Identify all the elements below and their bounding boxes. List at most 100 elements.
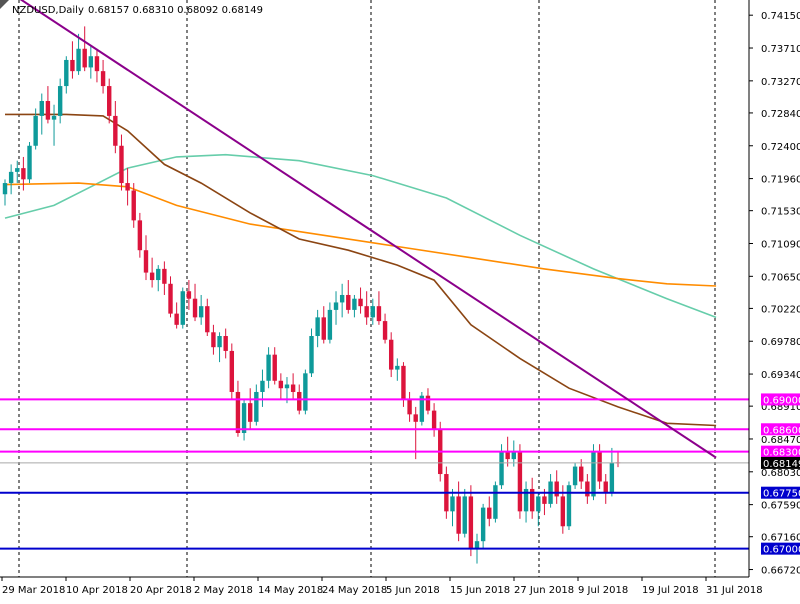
candle-bear: [603, 481, 608, 493]
candle-bear: [505, 451, 510, 460]
trendline-group[interactable]: [5, 0, 717, 459]
candle-bull: [241, 403, 247, 434]
candle-bear: [487, 507, 492, 519]
candle-bull: [480, 507, 486, 542]
horizontal-levels[interactable]: [0, 398, 749, 550]
price-tick-label: 0.70650: [761, 272, 800, 283]
candle-bear: [131, 190, 136, 221]
candle-bear: [143, 250, 149, 273]
candle-bull: [260, 380, 265, 392]
candle-bear: [431, 410, 437, 430]
candle-bear: [186, 291, 192, 299]
trendline[interactable]: [5, 0, 717, 459]
candle-bull: [284, 384, 290, 389]
date-tick-label: 20 Apr 2018: [130, 585, 192, 596]
candle-bear: [425, 395, 431, 411]
candle-bull: [156, 268, 161, 281]
vertical-gridlines: [18, 0, 716, 577]
level-label-box: [761, 486, 800, 499]
candle-bear: [297, 391, 302, 411]
candle-bear: [597, 451, 602, 482]
candle-bull: [591, 451, 596, 497]
date-tick-label: 24 May 2018: [322, 585, 387, 596]
chart-shift-icon[interactable]: [0, 0, 9, 9]
candle-bear: [468, 496, 474, 549]
price-tick-label: 0.73710: [761, 44, 800, 55]
time-axis[interactable]: 29 Mar 2018 10 Apr 2018 20 Apr 2018 2 May 2…: [1, 577, 763, 596]
candle-bear: [211, 332, 216, 348]
date-tick-label: 15 Jun 2018: [450, 585, 510, 596]
candle-bear: [517, 451, 523, 512]
price-tick-label: 0.71530: [761, 207, 800, 218]
candle-bear: [223, 336, 228, 351]
candle-bear: [413, 414, 418, 422]
candle-bull: [511, 451, 516, 460]
candle-bull: [352, 298, 357, 310]
price-tick-label: 0.70220: [761, 304, 800, 315]
ma-fast-line: [5, 113, 717, 427]
candle-bull: [76, 48, 81, 72]
candle-bull: [15, 168, 20, 172]
candle-bull: [395, 365, 400, 370]
candle-bear: [290, 384, 296, 392]
candle-bull: [333, 302, 339, 310]
level-label-box: [761, 423, 800, 436]
candle-bear: [382, 321, 388, 340]
price-tick-label: 0.72840: [761, 109, 800, 120]
level-label-box: [761, 393, 800, 406]
date-tick-label: 14 May 2018: [258, 585, 323, 596]
price-tick-label: 0.67160: [761, 533, 800, 544]
candle-bear: [401, 365, 406, 400]
date-tick-label: 27 Jun 2018: [514, 585, 574, 596]
candle-bull: [462, 496, 467, 534]
candle-bear: [107, 86, 112, 116]
candle-bear: [278, 380, 284, 389]
candle-bear: [456, 496, 461, 534]
candle-bull: [57, 86, 63, 116]
candle-bull: [523, 488, 529, 512]
candle-bull: [309, 336, 314, 374]
candle-bull: [64, 59, 69, 87]
date-tick-label: 31 Jul 2018: [706, 585, 763, 596]
date-tick-label: 5 Jun 2018: [386, 585, 440, 596]
candle-bull: [254, 391, 259, 422]
candle-bear: [174, 313, 179, 325]
level-label-box: [761, 445, 800, 458]
price-tick-label: 0.68910: [761, 402, 800, 413]
candle-bear: [229, 350, 235, 392]
candle-bear: [45, 100, 51, 120]
candle-bear: [113, 115, 118, 146]
candle-bull: [217, 336, 222, 348]
price-tick-label: 0.72400: [761, 142, 800, 153]
price-tick-label: 0.67590: [761, 501, 800, 512]
candle-bear: [321, 317, 326, 340]
candle-bull: [499, 451, 504, 486]
candle-bear: [529, 488, 535, 512]
date-tick-label: 19 Jul 2018: [642, 585, 699, 596]
date-tick-label: 10 Apr 2018: [66, 585, 128, 596]
candle-bear: [149, 272, 155, 281]
price-axis[interactable]: 0.74150 0.73710 0.73270 0.72840 0.72400 0.719…: [749, 11, 800, 577]
date-tick-label: 2 May 2018: [194, 585, 253, 596]
candle-bull: [474, 541, 480, 549]
candle-bear: [248, 403, 253, 422]
candle-bull: [198, 306, 204, 318]
candle-bull: [180, 291, 185, 325]
price-tick-label: 0.71960: [761, 175, 800, 186]
date-tick-label: 29 Mar 2018: [2, 585, 65, 596]
candle-bull: [303, 373, 308, 411]
candle-bear: [376, 306, 382, 322]
candle-bull: [88, 56, 94, 68]
candle-bear: [346, 294, 351, 310]
candle-bull: [370, 306, 375, 318]
candle-bear: [542, 496, 547, 504]
candle-bear: [579, 466, 584, 482]
level-label-box: [761, 542, 800, 555]
moving-averages: [4, 113, 717, 427]
candle-bull: [327, 309, 333, 340]
